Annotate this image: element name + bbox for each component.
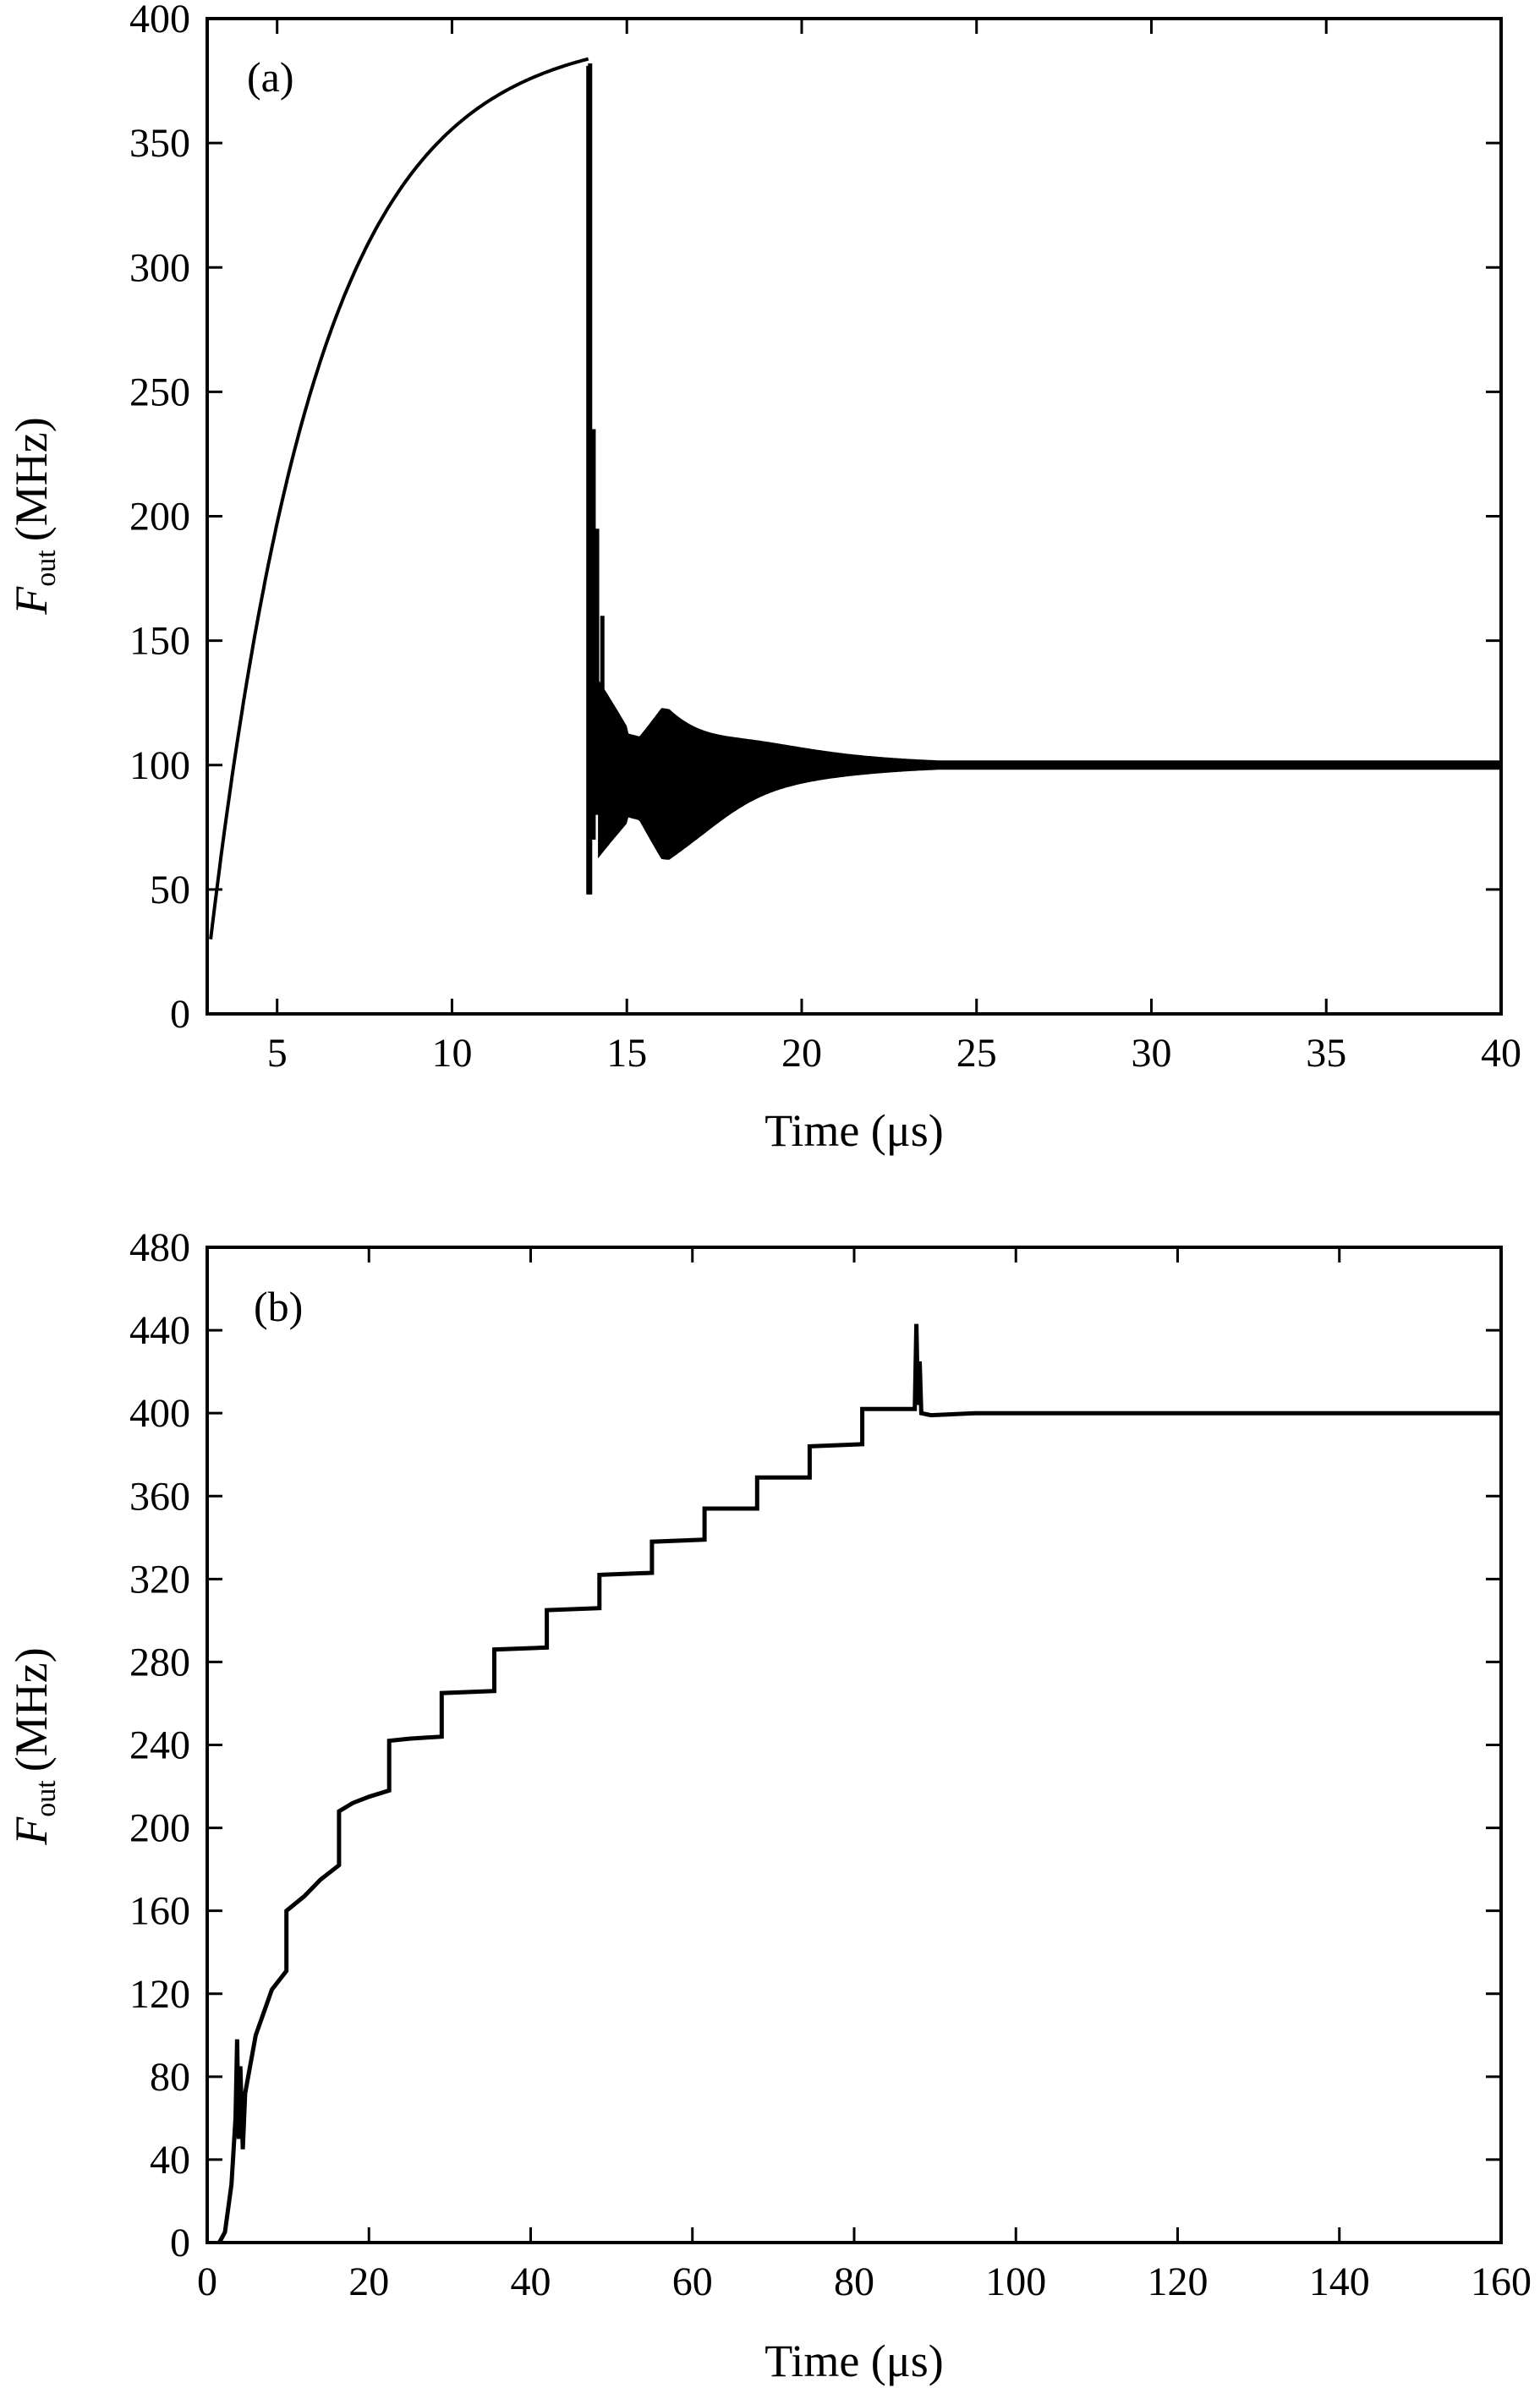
y-tick-label: 280 bbox=[129, 1640, 190, 1684]
series-b bbox=[217, 1323, 1501, 2244]
x-tick-label: 160 bbox=[1471, 2259, 1532, 2304]
x-tick-label: 25 bbox=[956, 1031, 997, 1076]
y-tick-label: 480 bbox=[129, 1225, 190, 1270]
y-tick-label: 360 bbox=[129, 1474, 190, 1519]
y-axis-title-sub-b: out bbox=[30, 1780, 62, 1817]
y-tick-label: 440 bbox=[129, 1308, 190, 1353]
y-tick-label: 40 bbox=[150, 2138, 190, 2183]
y-tick-label: 50 bbox=[150, 868, 190, 912]
panel-label-b: (b) bbox=[254, 1283, 303, 1330]
y-tick-label: 160 bbox=[129, 1889, 190, 1934]
y-tick-label: 250 bbox=[129, 370, 190, 414]
x-tick-label: 30 bbox=[1131, 1031, 1171, 1076]
series-a bbox=[209, 57, 1502, 939]
x-tick-label: 120 bbox=[1148, 2259, 1208, 2304]
y-tick-label: 80 bbox=[150, 2055, 190, 2100]
x-tick-label: 35 bbox=[1306, 1031, 1346, 1076]
y-axis-title-main-b: F bbox=[6, 1816, 57, 1846]
x-tick-label: 140 bbox=[1309, 2259, 1370, 2304]
y-axis-title-a: Fout (MHz) bbox=[6, 417, 62, 615]
x-ticks-b: 0 20 40 60 80 100 120 140 160 bbox=[197, 1247, 1532, 2304]
x-tick-label: 40 bbox=[511, 2259, 551, 2304]
y-tick-label: 0 bbox=[170, 2221, 190, 2265]
y-axis-title-unit-b: (MHz) bbox=[6, 1647, 57, 1772]
chart-panel-a: 0 50 100 150 200 250 300 350 400 5 10 15 20 25 30 35 40… bbox=[6, 0, 1521, 1156]
x-tick-label: 20 bbox=[348, 2259, 389, 2304]
x-tick-label: 10 bbox=[431, 1031, 472, 1076]
x-tick-label: 20 bbox=[781, 1031, 822, 1076]
x-tick-label: 80 bbox=[834, 2259, 874, 2304]
y-ticks-a: 0 50 100 150 200 250 300 350 400 bbox=[129, 0, 1501, 1037]
y-tick-label: 320 bbox=[129, 1557, 190, 1602]
y-tick-label: 100 bbox=[129, 743, 190, 788]
y-ticks-b: 0 40 80 120 160 200 240 280 320 360 400 440 480 bbox=[129, 1225, 1501, 2265]
series-line-staircase bbox=[217, 1323, 1501, 2244]
x-ticks-a: 5 10 15 20 25 30 35 40 bbox=[267, 19, 1521, 1076]
y-tick-label: 350 bbox=[129, 121, 190, 166]
x-axis-title-b: Time (μs) bbox=[765, 2336, 944, 2386]
y-tick-label: 200 bbox=[129, 1806, 190, 1851]
y-axis-title-sub-a: out bbox=[30, 550, 62, 587]
plot-frame-a bbox=[206, 17, 1503, 1016]
y-tick-label: 240 bbox=[129, 1723, 190, 1768]
x-tick-label: 100 bbox=[985, 2259, 1046, 2304]
chart-panel-b: 0 40 80 120 160 200 240 280 320 360 400 440 480 0 20 4… bbox=[6, 1225, 1532, 2386]
y-axis-title-main-a: F bbox=[6, 586, 57, 616]
plot-frame-b bbox=[206, 1246, 1503, 2244]
x-tick-label: 0 bbox=[197, 2259, 217, 2304]
y-tick-label: 120 bbox=[129, 1972, 190, 2017]
y-tick-label: 400 bbox=[129, 1391, 190, 1436]
y-axis-title-b: Fout (MHz) bbox=[6, 1647, 62, 1845]
x-tick-label: 60 bbox=[672, 2259, 713, 2304]
y-tick-label: 300 bbox=[129, 245, 190, 290]
x-axis-title-a: Time (μs) bbox=[765, 1105, 944, 1156]
x-tick-label: 15 bbox=[606, 1031, 647, 1076]
y-tick-label: 400 bbox=[129, 0, 190, 41]
panel-label-a: (a) bbox=[247, 53, 294, 101]
y-axis-title-unit-a: (MHz) bbox=[6, 417, 57, 541]
x-tick-label: 5 bbox=[267, 1031, 288, 1076]
x-tick-label: 40 bbox=[1481, 1031, 1521, 1076]
y-tick-label: 200 bbox=[129, 495, 190, 540]
y-tick-label: 0 bbox=[170, 992, 190, 1037]
series-line-rise bbox=[209, 57, 589, 939]
y-tick-label: 150 bbox=[129, 619, 190, 664]
series-oscillation-band bbox=[598, 679, 1502, 860]
